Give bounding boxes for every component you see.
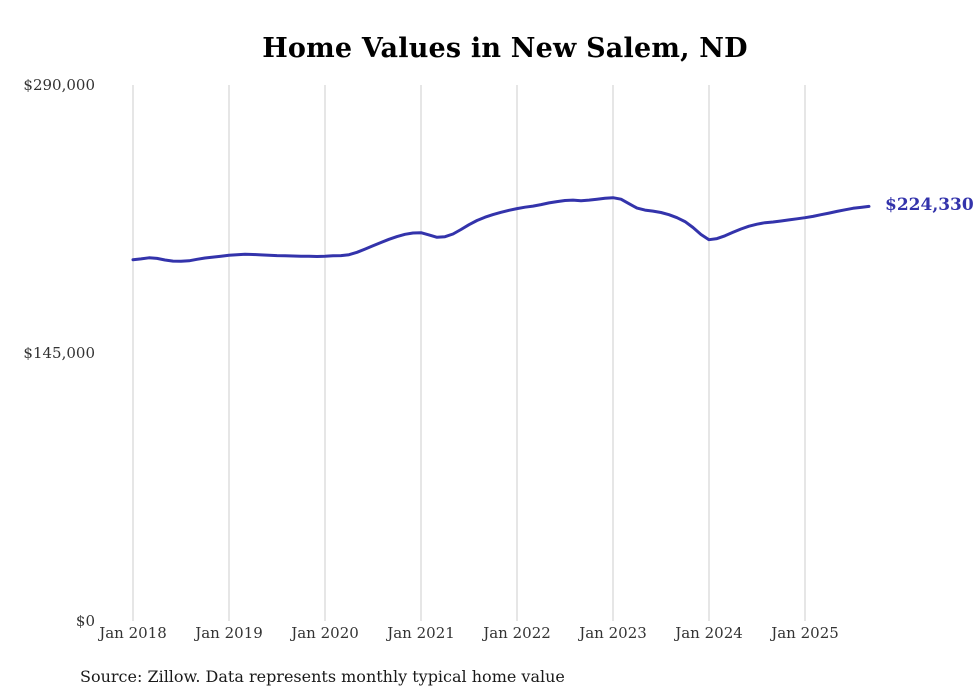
x-axis-tick-label: Jan 2024: [675, 624, 743, 642]
y-axis-tick-label: $290,000: [23, 76, 95, 94]
x-axis-tick-label: Jan 2020: [291, 624, 359, 642]
source-note: Source: Zillow. Data represents monthly …: [80, 667, 565, 686]
x-axis-tick-label: Jan 2025: [771, 624, 839, 642]
chart-title: Home Values in New Salem, ND: [262, 33, 748, 64]
y-axis-tick-label: $0: [75, 612, 95, 630]
x-axis-tick-label: Jan 2021: [387, 624, 455, 642]
x-axis-tick-label: Jan 2019: [195, 624, 263, 642]
y-axis-tick-label: $145,000: [23, 344, 95, 362]
value-line: [131, 196, 871, 263]
x-axis-tick-label: Jan 2018: [99, 624, 167, 642]
x-axis-tick-label: Jan 2022: [483, 624, 551, 642]
x-axis-tick-label: Jan 2023: [579, 624, 647, 642]
current-value-label: $224,330: [885, 195, 974, 216]
